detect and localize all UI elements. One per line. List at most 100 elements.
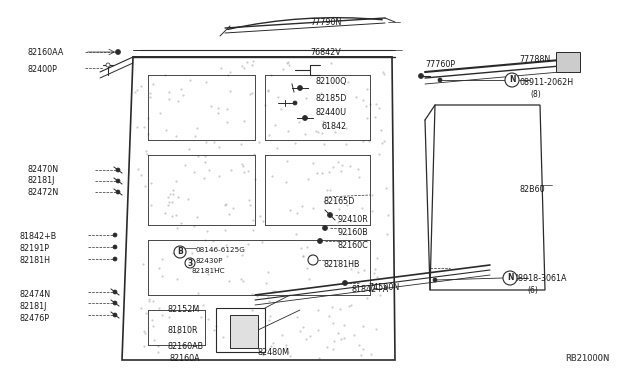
- Point: [294, 119, 305, 125]
- Text: 82191P: 82191P: [20, 244, 50, 253]
- Text: 82160AA: 82160AA: [28, 48, 65, 57]
- Point: [202, 228, 212, 234]
- Point: [302, 244, 312, 250]
- Point: [312, 170, 322, 176]
- Circle shape: [116, 190, 120, 194]
- Point: [173, 194, 183, 200]
- Point: [216, 65, 226, 71]
- Point: [239, 65, 249, 71]
- Circle shape: [293, 101, 297, 105]
- Point: [156, 110, 166, 116]
- Point: [227, 316, 237, 322]
- Point: [164, 191, 175, 197]
- Text: 82185D: 82185D: [315, 94, 346, 103]
- Text: 82181J: 82181J: [20, 302, 47, 311]
- Point: [199, 175, 209, 181]
- Point: [319, 198, 330, 203]
- Point: [145, 90, 155, 96]
- Point: [172, 225, 182, 231]
- Text: 82100Q: 82100Q: [315, 77, 346, 86]
- Point: [341, 125, 351, 131]
- Point: [267, 173, 277, 179]
- Point: [322, 80, 332, 86]
- Point: [367, 208, 378, 214]
- Point: [362, 237, 372, 243]
- Point: [284, 62, 294, 68]
- Point: [273, 94, 284, 100]
- Text: 82160A: 82160A: [170, 354, 200, 363]
- Point: [200, 159, 211, 165]
- Circle shape: [419, 74, 424, 78]
- Point: [138, 262, 148, 267]
- Point: [320, 200, 330, 206]
- Point: [358, 346, 369, 352]
- Point: [282, 60, 292, 66]
- Point: [278, 66, 288, 72]
- Point: [285, 207, 296, 213]
- Point: [153, 343, 163, 349]
- Point: [304, 276, 314, 282]
- Circle shape: [116, 168, 120, 172]
- Text: 82165D: 82165D: [323, 197, 355, 206]
- Point: [322, 344, 332, 350]
- Point: [179, 343, 189, 349]
- Point: [269, 288, 280, 294]
- Point: [314, 327, 324, 333]
- Point: [248, 227, 258, 233]
- Point: [292, 210, 302, 216]
- Circle shape: [433, 278, 437, 282]
- Point: [283, 128, 293, 134]
- Point: [146, 202, 156, 208]
- Circle shape: [503, 271, 517, 285]
- Point: [163, 202, 173, 208]
- Point: [214, 173, 224, 179]
- Text: 77788N: 77788N: [519, 55, 550, 64]
- Point: [220, 202, 230, 208]
- Point: [209, 139, 219, 145]
- Point: [204, 271, 214, 277]
- Point: [173, 330, 183, 336]
- Point: [235, 329, 245, 335]
- Point: [313, 129, 323, 135]
- Point: [362, 86, 372, 92]
- Point: [171, 133, 181, 139]
- Point: [168, 250, 178, 256]
- Text: 74590N: 74590N: [368, 283, 399, 292]
- Point: [221, 201, 231, 207]
- Point: [365, 102, 376, 108]
- Point: [245, 91, 255, 97]
- Point: [333, 159, 343, 165]
- Point: [210, 258, 220, 264]
- Point: [339, 335, 349, 341]
- Point: [132, 124, 142, 130]
- Point: [351, 94, 361, 100]
- Point: [337, 162, 348, 168]
- Point: [218, 334, 228, 340]
- Point: [372, 275, 382, 280]
- Point: [250, 176, 260, 182]
- Point: [200, 79, 211, 85]
- Point: [318, 118, 328, 124]
- Point: [191, 214, 202, 220]
- Point: [298, 253, 308, 259]
- Point: [298, 253, 308, 259]
- Circle shape: [438, 78, 442, 82]
- Point: [260, 280, 271, 286]
- Point: [161, 127, 171, 133]
- Text: 82181HC: 82181HC: [192, 268, 226, 274]
- Point: [257, 238, 268, 244]
- Circle shape: [328, 212, 333, 218]
- Point: [178, 92, 188, 98]
- Point: [171, 212, 181, 218]
- Text: 77790N: 77790N: [310, 18, 341, 27]
- Point: [239, 118, 249, 124]
- Point: [263, 269, 273, 275]
- Point: [314, 355, 324, 361]
- Point: [346, 218, 356, 224]
- Point: [164, 96, 175, 102]
- Point: [145, 94, 156, 100]
- Point: [362, 115, 372, 121]
- Circle shape: [113, 301, 117, 305]
- Point: [167, 213, 177, 219]
- Circle shape: [303, 115, 307, 121]
